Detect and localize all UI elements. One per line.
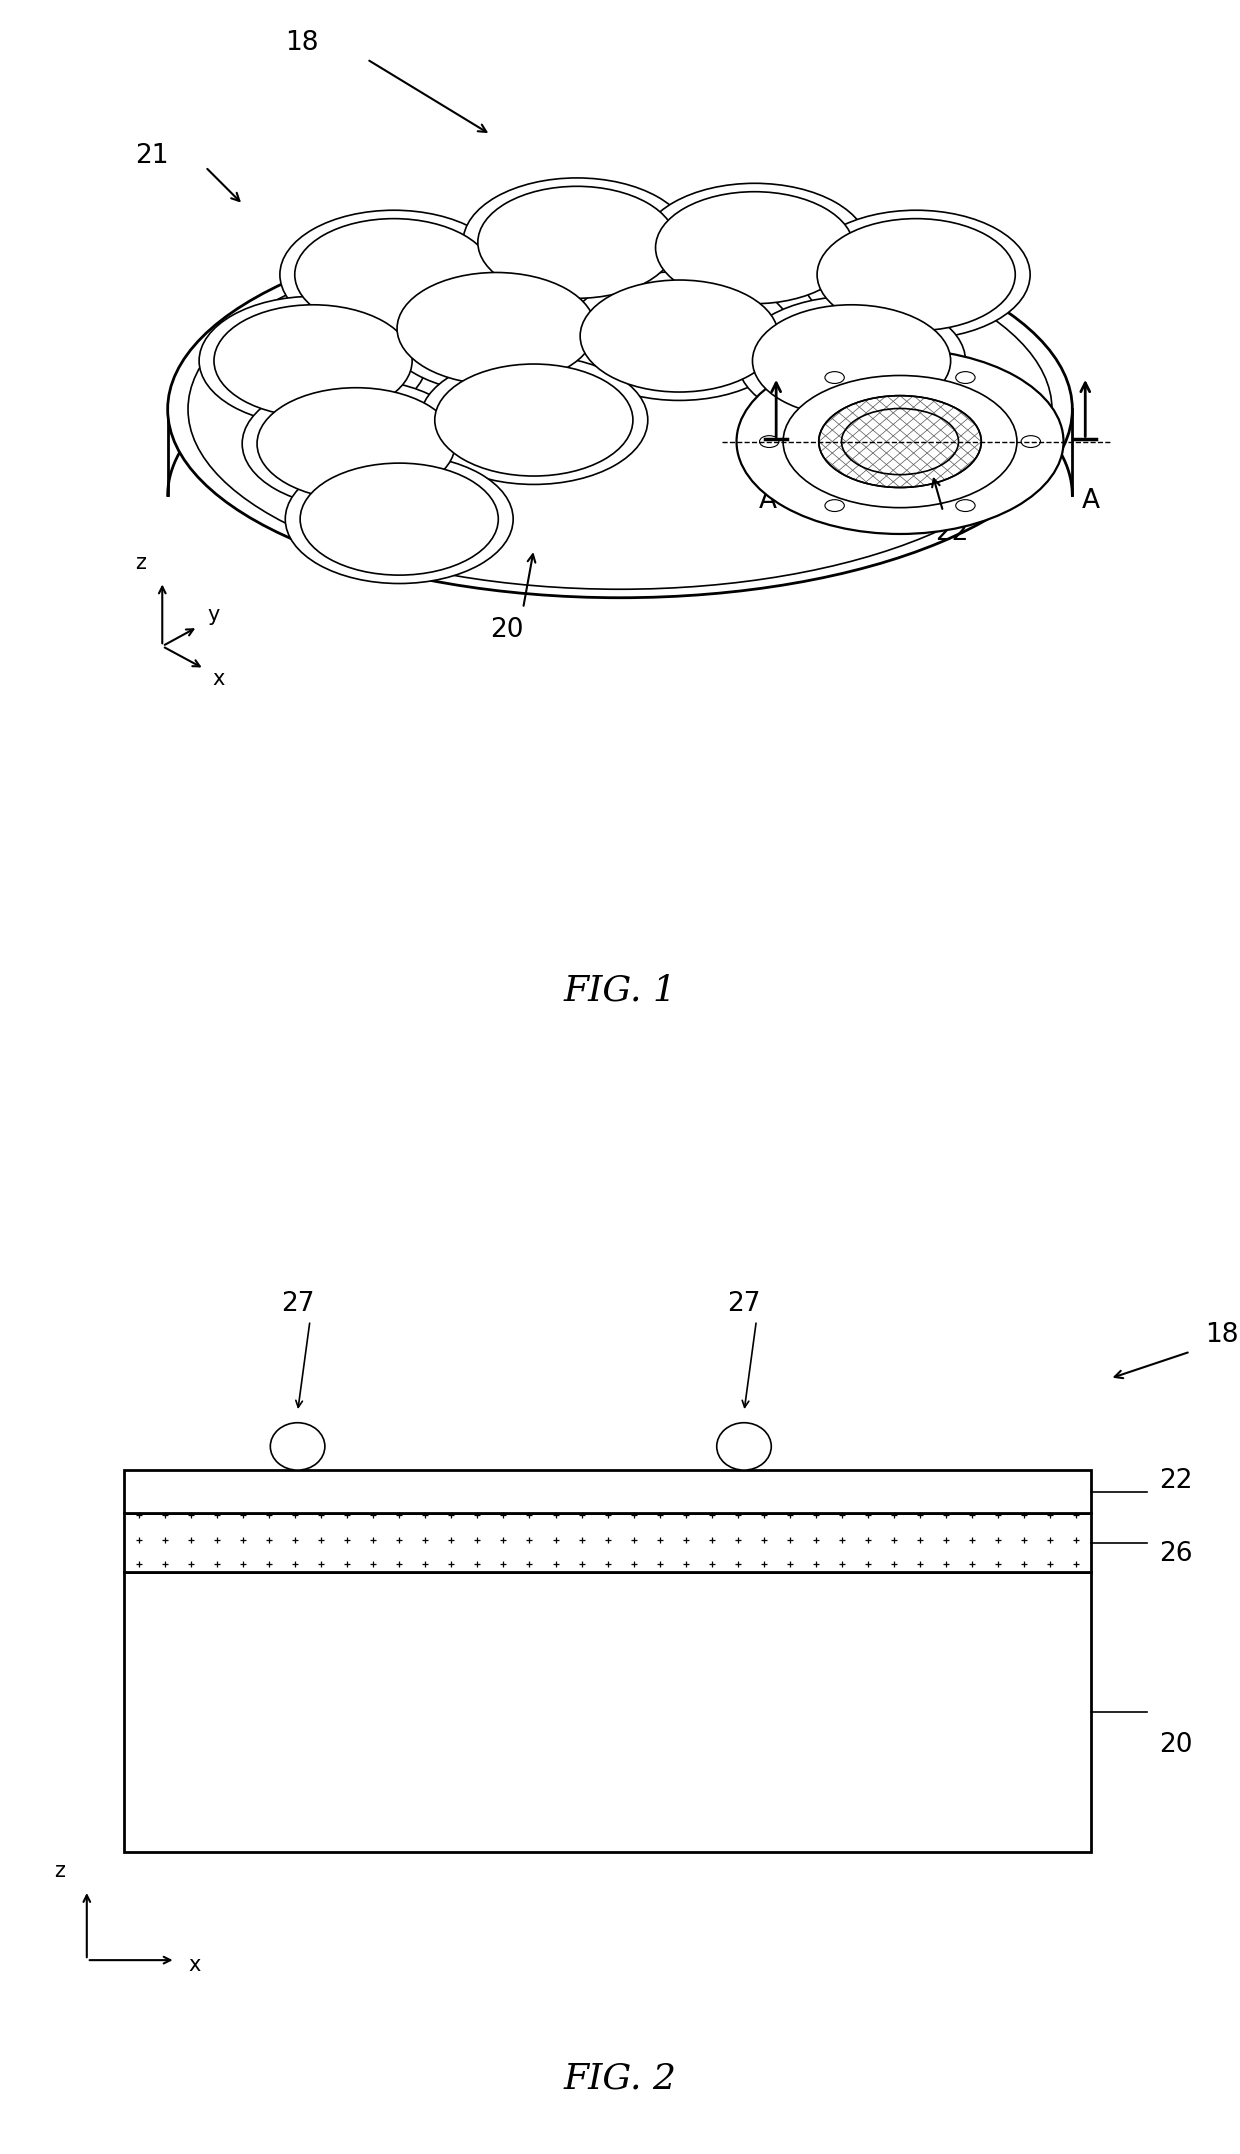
Text: 22: 22 xyxy=(935,519,968,547)
Ellipse shape xyxy=(200,297,427,424)
Text: 20: 20 xyxy=(1159,1732,1193,1758)
Ellipse shape xyxy=(242,379,470,508)
Ellipse shape xyxy=(802,211,1030,338)
Ellipse shape xyxy=(167,220,1073,597)
Bar xyxy=(124,1572,1091,1852)
Ellipse shape xyxy=(753,306,951,418)
Text: 18: 18 xyxy=(285,30,319,56)
Ellipse shape xyxy=(656,192,853,304)
Text: z: z xyxy=(135,554,146,573)
Ellipse shape xyxy=(382,265,610,392)
Text: 18: 18 xyxy=(1204,1323,1239,1348)
Circle shape xyxy=(717,1422,771,1469)
Ellipse shape xyxy=(825,373,844,383)
Ellipse shape xyxy=(435,364,632,476)
Text: 22: 22 xyxy=(1159,1467,1193,1495)
Ellipse shape xyxy=(738,297,966,424)
Ellipse shape xyxy=(397,274,595,383)
Ellipse shape xyxy=(565,271,794,401)
Text: 27: 27 xyxy=(727,1290,761,1318)
Ellipse shape xyxy=(825,500,844,510)
Text: x: x xyxy=(188,1956,201,1975)
Text: A: A xyxy=(1081,487,1100,515)
Ellipse shape xyxy=(295,220,494,332)
Ellipse shape xyxy=(420,355,647,485)
Ellipse shape xyxy=(215,306,412,418)
Ellipse shape xyxy=(285,454,513,584)
Ellipse shape xyxy=(280,211,507,338)
Ellipse shape xyxy=(477,185,676,297)
Ellipse shape xyxy=(1021,435,1040,448)
Ellipse shape xyxy=(641,183,868,312)
Text: 21: 21 xyxy=(135,142,169,170)
Text: 27: 27 xyxy=(280,1290,315,1318)
Ellipse shape xyxy=(956,373,975,383)
Text: z: z xyxy=(55,1861,64,1880)
Ellipse shape xyxy=(956,500,975,510)
Text: x: x xyxy=(212,670,224,689)
Text: FIG. 1: FIG. 1 xyxy=(563,974,677,1008)
Ellipse shape xyxy=(257,388,455,500)
Text: A: A xyxy=(759,487,776,515)
Ellipse shape xyxy=(463,179,691,306)
Bar xyxy=(124,1512,1091,1572)
Circle shape xyxy=(270,1422,325,1469)
Text: FIG. 2: FIG. 2 xyxy=(563,2061,677,2096)
Bar xyxy=(124,1469,1091,1512)
Ellipse shape xyxy=(300,463,498,575)
Ellipse shape xyxy=(784,375,1017,508)
Ellipse shape xyxy=(760,435,779,448)
Ellipse shape xyxy=(580,280,779,392)
Text: y: y xyxy=(208,605,221,625)
Text: 26: 26 xyxy=(1159,1540,1193,1566)
Ellipse shape xyxy=(818,396,981,487)
Ellipse shape xyxy=(737,349,1064,534)
Ellipse shape xyxy=(817,220,1016,332)
Text: 20: 20 xyxy=(490,616,523,644)
